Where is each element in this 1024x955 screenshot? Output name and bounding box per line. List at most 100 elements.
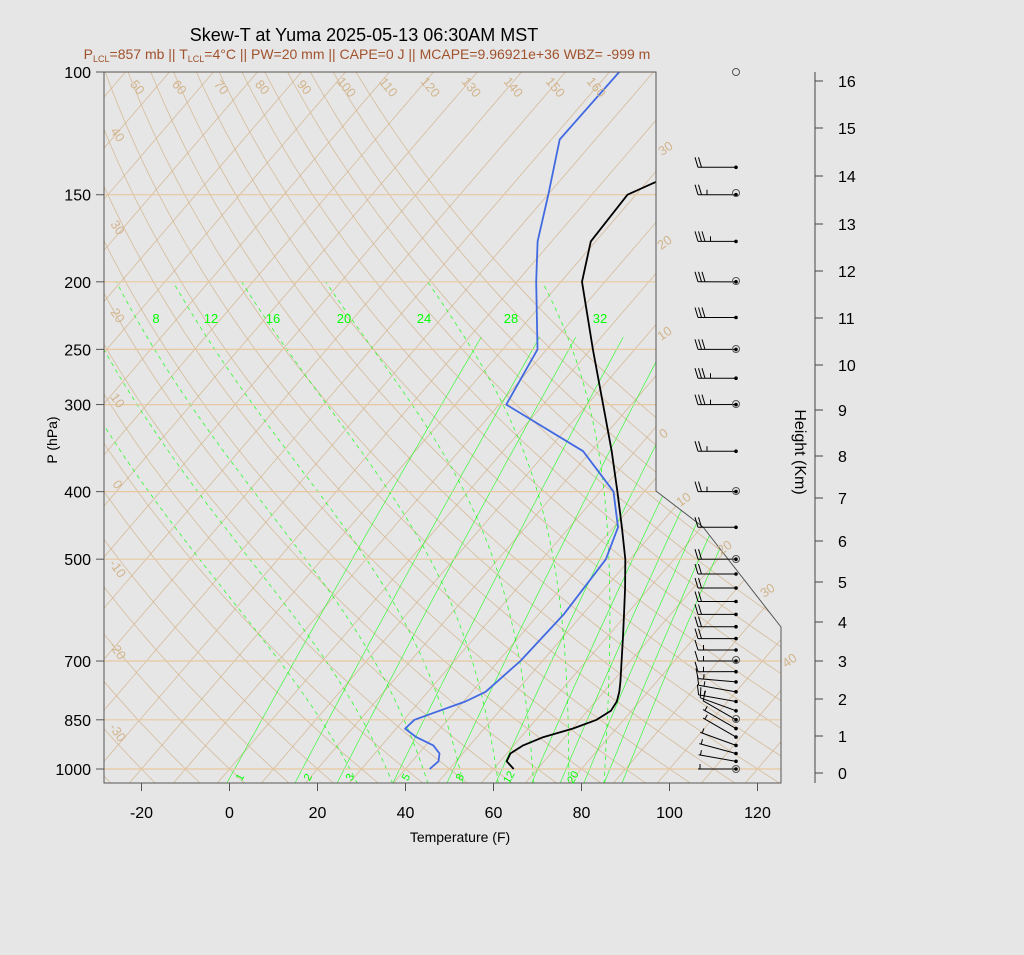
barb-feather (699, 272, 702, 282)
isotherm-line (346, 72, 961, 787)
chart-subtitle: PLCL=857 mb || TLCL=4°C || PW=20 mm || C… (84, 46, 651, 64)
barb-staff (703, 718, 736, 737)
barb-dot (734, 240, 738, 244)
dry-adiabat-line (174, 72, 869, 783)
barb-staff (699, 744, 736, 754)
p-tick-label: 300 (64, 398, 91, 415)
isotherm-line (522, 72, 1024, 787)
barb-feather (695, 617, 698, 627)
barb-feather (699, 604, 702, 614)
isotherm-line (0, 72, 522, 787)
barb-feather (695, 482, 698, 492)
isotherm-top-label: 130 (459, 74, 484, 100)
barb-dot (734, 490, 738, 494)
barb-dot (734, 680, 738, 684)
barb-half-feather (704, 674, 705, 679)
background-grid (0, 72, 1024, 787)
isotherm-top-label: 160 (584, 74, 609, 100)
barb-staff (703, 701, 736, 720)
wind-barb (695, 395, 738, 407)
barb-dot (734, 572, 738, 576)
isotherm-line (786, 72, 1024, 787)
barb-dot (734, 403, 738, 407)
barb-feather (699, 482, 702, 492)
barb-feather (699, 185, 702, 195)
barb-feather (695, 308, 698, 318)
wind-barb (695, 339, 738, 351)
height-tick-label: 5 (838, 575, 847, 592)
dry-adiabat-line (128, 72, 779, 783)
dry-adiabat-line (0, 72, 200, 783)
isotherm-left-label: 30 (107, 217, 128, 237)
barb-feather (695, 157, 698, 167)
height-tick-label: 6 (838, 534, 847, 551)
isotherm-right-label: 20 (654, 232, 674, 253)
barb-dot (734, 659, 738, 663)
barb-dot (734, 600, 738, 604)
dry-adiabat-line (310, 72, 1024, 783)
barb-dot (734, 637, 738, 641)
isotherm-line (0, 72, 566, 787)
x-tick-label: -20 (130, 805, 153, 822)
barb-dot (734, 625, 738, 629)
barb-dot (734, 557, 738, 561)
isotherm-top-label: 90 (294, 77, 315, 98)
wind-barb (695, 592, 738, 604)
wind-barb (695, 517, 738, 529)
isotherm-left-label: -30 (106, 720, 129, 744)
barb-feather (695, 368, 698, 378)
wind-barbs (695, 69, 740, 773)
isotherm-line (478, 72, 1024, 787)
barb-feather (702, 339, 705, 349)
height-tick-label: 8 (838, 449, 847, 466)
barb-dot (734, 760, 738, 764)
barb-dot (734, 744, 738, 748)
barb-feather (699, 564, 702, 574)
barb-dot (734, 670, 738, 674)
barb-dot (734, 280, 738, 284)
barb-feather (699, 308, 702, 318)
sounding-series (405, 72, 828, 769)
mixing-ratio-top-label: 28 (504, 311, 518, 326)
isotherm-left-label: 40 (107, 124, 128, 144)
dry-adiabat-line (333, 72, 1024, 783)
barb-dot (734, 690, 738, 694)
wind-barb (695, 368, 738, 380)
p-tick-label: 250 (64, 342, 91, 359)
barb-feather (695, 231, 698, 241)
barb-feather (699, 441, 702, 451)
wind-barb (695, 308, 738, 320)
isotherm-left-label: -10 (106, 556, 129, 580)
barb-dot (734, 767, 738, 771)
isotherm-right-label: 0 (656, 425, 671, 441)
barb-feather (695, 272, 698, 282)
mixing-ratio-top-label: 8 (152, 311, 159, 326)
barb-half-feather (704, 681, 705, 686)
barb-dot (734, 752, 738, 756)
wind-barb (695, 564, 738, 576)
height-tick-label: 10 (838, 358, 856, 375)
barb-dot (734, 166, 738, 170)
isotherm-top-label: 100 (334, 74, 359, 100)
isotherm-top-label: 50 (127, 77, 148, 98)
height-tick-label: 4 (838, 615, 847, 632)
x-axis-label: Temperature (F) (410, 829, 510, 845)
isotherm-line (0, 72, 434, 787)
barb-feather (695, 549, 698, 559)
height-tick-label: 11 (838, 311, 855, 328)
mixing-ratio-top-label: 20 (337, 311, 351, 326)
isotherm-top-label: 140 (501, 74, 526, 100)
barb-half-feather (705, 715, 708, 719)
p-tick-label: 150 (64, 188, 91, 205)
barb-feather (700, 687, 701, 698)
isotherm-line (610, 72, 1024, 787)
isotherm-line (742, 72, 1024, 787)
moist-adiabat-line (428, 282, 569, 784)
dry-adiabat-line (356, 72, 1024, 783)
isotherm-right-label: 30 (655, 138, 675, 159)
barb-feather (699, 395, 702, 405)
barb-dot (734, 735, 738, 739)
